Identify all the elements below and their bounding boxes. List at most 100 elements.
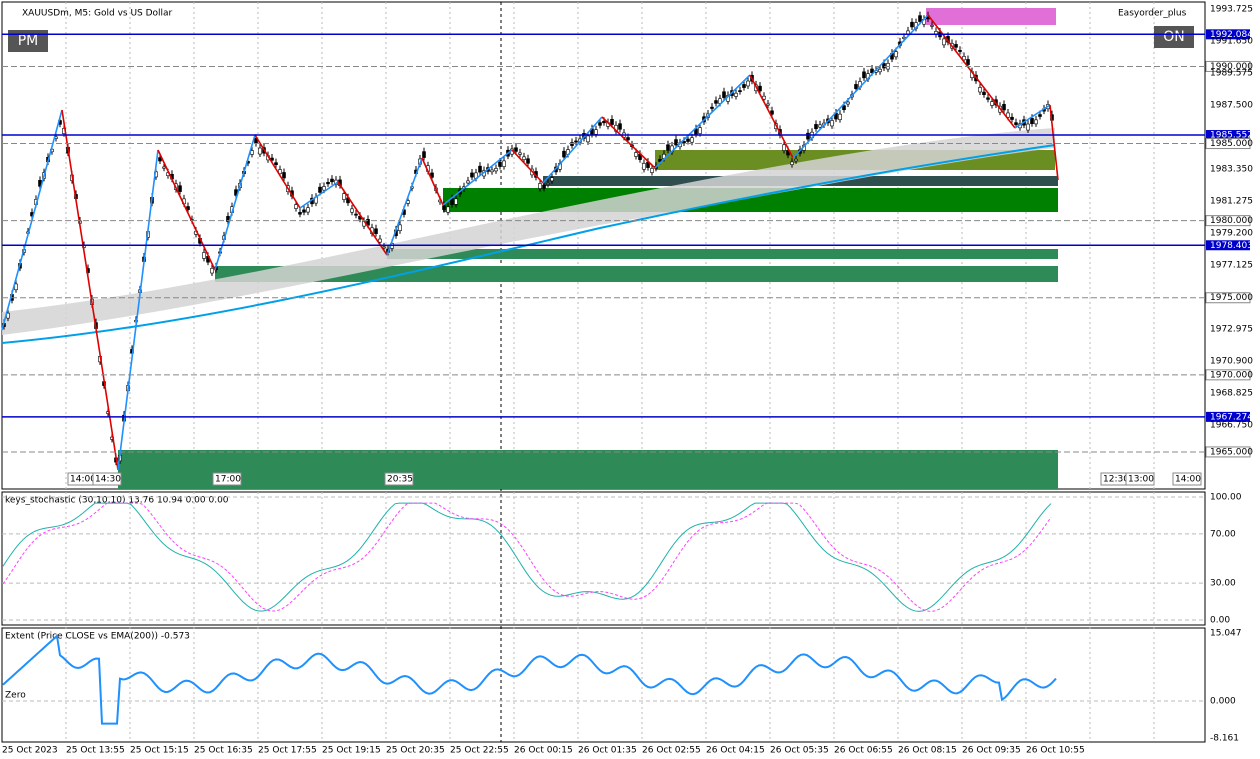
price-label: 1987.500 [1210, 100, 1253, 110]
candle-body [186, 206, 190, 210]
time-axis-label: 25 Oct 13:55 [66, 746, 125, 756]
price-label: 1968.825 [1210, 388, 1253, 398]
zigzag [299, 181, 339, 209]
price-label: 1981.275 [1210, 196, 1253, 206]
candle-body [738, 90, 742, 92]
ema-line [1, 144, 1056, 344]
price-tag [1206, 29, 1250, 40]
on-button[interactable] [1154, 26, 1194, 48]
zigzag [1, 109, 63, 331]
candle-body [782, 144, 786, 151]
candle-body [470, 172, 474, 178]
candle-body [930, 25, 934, 27]
zigzag [421, 157, 444, 206]
stochastic-title: keys_stochastic (30,10,10) 13.76 10.94 0… [5, 496, 229, 506]
pm-button[interactable] [8, 30, 48, 52]
candle-body [322, 186, 326, 191]
price-label: 1983.350 [1210, 164, 1253, 174]
candle-body [910, 21, 914, 28]
candle-body [538, 183, 542, 189]
chart-time-label: 12:30 [1103, 475, 1129, 485]
price-label: 1978.403 [1210, 241, 1253, 251]
zigzag [1014, 104, 1051, 129]
candle-body [374, 228, 378, 234]
price-label: 1965.000 [1210, 447, 1253, 457]
candle-body [398, 224, 402, 231]
price-label: 1980.000 [1210, 216, 1253, 226]
candle-body [294, 204, 298, 209]
zone [387, 249, 1058, 259]
time-axis-label: 26 Oct 02:55 [642, 746, 701, 756]
candle-body [618, 123, 622, 130]
candle-body [982, 91, 986, 96]
extent-line [2, 633, 1057, 725]
expert-name: Easyorder_plus [1118, 9, 1187, 19]
candle-body [794, 158, 798, 162]
on-button-label[interactable]: ON [1163, 29, 1185, 45]
price-tag [1205, 292, 1251, 304]
candle-body [282, 172, 286, 179]
candle-body [594, 129, 598, 135]
candle-body [818, 124, 822, 128]
candle-body [906, 30, 910, 35]
candle-body [698, 127, 702, 134]
candle-body [1030, 117, 1034, 125]
time-axis-label: 26 Oct 00:15 [514, 746, 573, 756]
zigzag [386, 157, 423, 256]
candle-body [870, 68, 874, 74]
price-tag [1205, 369, 1251, 381]
time-axis-label: 25 Oct 16:35 [194, 746, 253, 756]
extent-title: Extent (Price CLOSE vs EMA(200)) -0.573 [5, 632, 190, 642]
chart-time-label: 14:30 [95, 475, 121, 485]
candle-body [518, 152, 522, 155]
extent-panel [1, 627, 1206, 743]
time-axis-label: 26 Oct 01:35 [578, 746, 637, 756]
candle-body [350, 208, 354, 213]
price-label: 1970.900 [1210, 356, 1253, 366]
price-label: 1992.084 [1210, 30, 1253, 40]
price-label: 1966.750 [1210, 420, 1253, 430]
candle-body [442, 205, 446, 210]
pm-button-label[interactable]: PM [18, 33, 39, 49]
candle-body [258, 147, 262, 155]
candle-body [734, 92, 738, 97]
candle-body [878, 68, 882, 73]
candle-body [330, 178, 334, 183]
price-tag [1206, 240, 1250, 251]
price-label: 1990.000 [1210, 62, 1253, 72]
candle-body [178, 185, 182, 192]
candle-body [1038, 114, 1042, 117]
candle-body [650, 168, 654, 173]
price-label: 1989.575 [1210, 68, 1253, 78]
candle-body [674, 139, 678, 146]
candle-body [158, 157, 162, 162]
candle-body [690, 137, 694, 143]
candle-body [842, 105, 846, 111]
zigzag [254, 134, 301, 209]
candle-body [542, 184, 546, 189]
candle-body [766, 103, 770, 106]
time-tag [384, 472, 414, 486]
candle-body [634, 152, 638, 157]
candle-body [298, 212, 302, 215]
time-axis-label: 26 Oct 05:35 [770, 746, 829, 756]
candle-body [502, 160, 506, 167]
candle-body [1034, 119, 1038, 125]
candle-body [1026, 123, 1030, 131]
chart-time-label: 17:00 [215, 475, 241, 485]
candle-body [522, 156, 526, 160]
candle-body [342, 193, 346, 200]
price-label: 1979.200 [1210, 228, 1253, 238]
candle-body [550, 177, 554, 182]
symbol-title: XAUUSDm, M5: Gold vs US Dollar [22, 9, 173, 19]
extent-axis-label: 15.047 [1210, 628, 1242, 638]
zigzag [1049, 104, 1059, 181]
zone [215, 266, 1058, 282]
zone [926, 8, 1056, 25]
candle-body [714, 100, 718, 104]
candle-body [746, 80, 750, 87]
candle-body [1014, 122, 1018, 125]
candle-body [958, 49, 962, 52]
candle-body [366, 219, 370, 226]
